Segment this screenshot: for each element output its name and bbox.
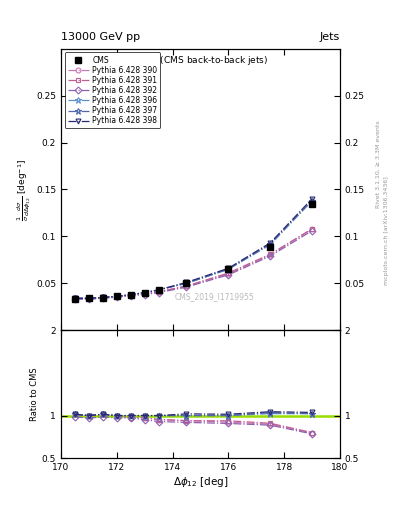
Pythia 6.428 391: [310, 226, 314, 232]
CMS: [156, 287, 161, 293]
Pythia 6.428 390: [73, 295, 77, 302]
CMS: [101, 295, 105, 301]
Legend: CMS, Pythia 6.428 390, Pythia 6.428 391, Pythia 6.428 392, Pythia 6.428 396, Pyt: CMS, Pythia 6.428 390, Pythia 6.428 391,…: [65, 52, 160, 129]
Pythia 6.428 396: [310, 198, 314, 204]
Line: Pythia 6.428 398: Pythia 6.428 398: [72, 197, 314, 301]
Pythia 6.428 398: [142, 290, 147, 296]
Line: Pythia 6.428 397: Pythia 6.428 397: [72, 198, 315, 302]
CMS: [129, 291, 133, 297]
Pythia 6.428 391: [86, 295, 91, 302]
Pythia 6.428 392: [156, 290, 161, 296]
Pythia 6.428 398: [73, 295, 77, 302]
Pythia 6.428 398: [101, 294, 105, 301]
Pythia 6.428 392: [86, 296, 91, 302]
Text: Rivet 3.1.10, ≥ 3.3M events: Rivet 3.1.10, ≥ 3.3M events: [376, 120, 380, 208]
Pythia 6.428 390: [142, 291, 147, 297]
Pythia 6.428 390: [156, 289, 161, 295]
Pythia 6.428 392: [226, 272, 231, 278]
Pythia 6.428 390: [86, 295, 91, 302]
Pythia 6.428 396: [184, 280, 189, 286]
Pythia 6.428 397: [268, 241, 273, 247]
Pythia 6.428 391: [142, 291, 147, 297]
Pythia 6.428 398: [129, 291, 133, 297]
CMS: [73, 296, 77, 302]
Pythia 6.428 397: [142, 290, 147, 296]
Pythia 6.428 390: [184, 283, 189, 289]
Pythia 6.428 397: [310, 198, 314, 204]
Pythia 6.428 397: [156, 287, 161, 293]
Y-axis label: Ratio to CMS: Ratio to CMS: [30, 368, 39, 421]
Pythia 6.428 390: [114, 293, 119, 300]
Text: $\Delta\phi$(jj) (CMS back-to-back jets): $\Delta\phi$(jj) (CMS back-to-back jets): [133, 54, 268, 67]
CMS: [142, 290, 147, 296]
Text: mcplots.cern.ch [arXiv:1306.3436]: mcplots.cern.ch [arXiv:1306.3436]: [384, 176, 389, 285]
Pythia 6.428 391: [268, 251, 273, 257]
CMS: [268, 244, 273, 250]
Pythia 6.428 398: [310, 196, 314, 202]
CMS: [86, 295, 91, 302]
Pythia 6.428 391: [184, 283, 189, 289]
Pythia 6.428 392: [73, 296, 77, 302]
Pythia 6.428 391: [226, 270, 231, 276]
Pythia 6.428 390: [129, 292, 133, 298]
Text: 13000 GeV pp: 13000 GeV pp: [61, 32, 140, 42]
Pythia 6.428 396: [226, 266, 231, 272]
Pythia 6.428 396: [156, 287, 161, 293]
Pythia 6.428 397: [73, 295, 77, 302]
Line: Pythia 6.428 391: Pythia 6.428 391: [72, 226, 314, 301]
Pythia 6.428 392: [101, 295, 105, 302]
Pythia 6.428 392: [142, 291, 147, 297]
Line: Pythia 6.428 390: Pythia 6.428 390: [72, 226, 314, 301]
Pythia 6.428 398: [184, 280, 189, 286]
Line: Pythia 6.428 392: Pythia 6.428 392: [72, 228, 314, 302]
CMS: [310, 200, 314, 206]
Pythia 6.428 398: [268, 240, 273, 246]
Pythia 6.428 396: [114, 293, 119, 300]
Pythia 6.428 397: [226, 266, 231, 272]
CMS: [226, 266, 231, 272]
Pythia 6.428 391: [73, 295, 77, 302]
Pythia 6.428 396: [101, 294, 105, 301]
Pythia 6.428 398: [114, 293, 119, 300]
Pythia 6.428 391: [156, 289, 161, 295]
Pythia 6.428 392: [184, 284, 189, 290]
Pythia 6.428 397: [129, 291, 133, 297]
Text: Jets: Jets: [320, 32, 340, 42]
Pythia 6.428 396: [86, 295, 91, 302]
Pythia 6.428 397: [101, 294, 105, 301]
Y-axis label: $\frac{1}{\sigma}\frac{d\sigma}{d\Delta\phi_{12}}$ [deg$^{-1}$]: $\frac{1}{\sigma}\frac{d\sigma}{d\Delta\…: [16, 158, 33, 221]
Pythia 6.428 397: [86, 295, 91, 302]
Pythia 6.428 391: [101, 294, 105, 301]
Pythia 6.428 396: [268, 242, 273, 248]
Pythia 6.428 392: [310, 228, 314, 234]
Pythia 6.428 396: [142, 290, 147, 296]
Pythia 6.428 392: [114, 294, 119, 301]
Pythia 6.428 396: [73, 295, 77, 302]
Text: CMS_2019_I1719955: CMS_2019_I1719955: [174, 292, 254, 301]
Pythia 6.428 391: [129, 292, 133, 298]
Pythia 6.428 390: [226, 271, 231, 277]
Pythia 6.428 391: [114, 293, 119, 300]
Pythia 6.428 390: [101, 294, 105, 301]
Pythia 6.428 397: [184, 280, 189, 286]
Pythia 6.428 392: [129, 292, 133, 298]
X-axis label: $\Delta\phi_{12}$ [deg]: $\Delta\phi_{12}$ [deg]: [173, 475, 228, 489]
CMS: [184, 280, 189, 286]
Pythia 6.428 397: [114, 293, 119, 300]
Pythia 6.428 392: [268, 253, 273, 259]
Pythia 6.428 390: [268, 252, 273, 258]
Pythia 6.428 398: [226, 265, 231, 271]
Line: CMS: CMS: [72, 200, 315, 302]
Line: Pythia 6.428 396: Pythia 6.428 396: [72, 198, 315, 302]
Pythia 6.428 390: [310, 226, 314, 232]
CMS: [114, 293, 119, 300]
Pythia 6.428 398: [156, 287, 161, 293]
Pythia 6.428 398: [86, 295, 91, 302]
Pythia 6.428 396: [129, 291, 133, 297]
